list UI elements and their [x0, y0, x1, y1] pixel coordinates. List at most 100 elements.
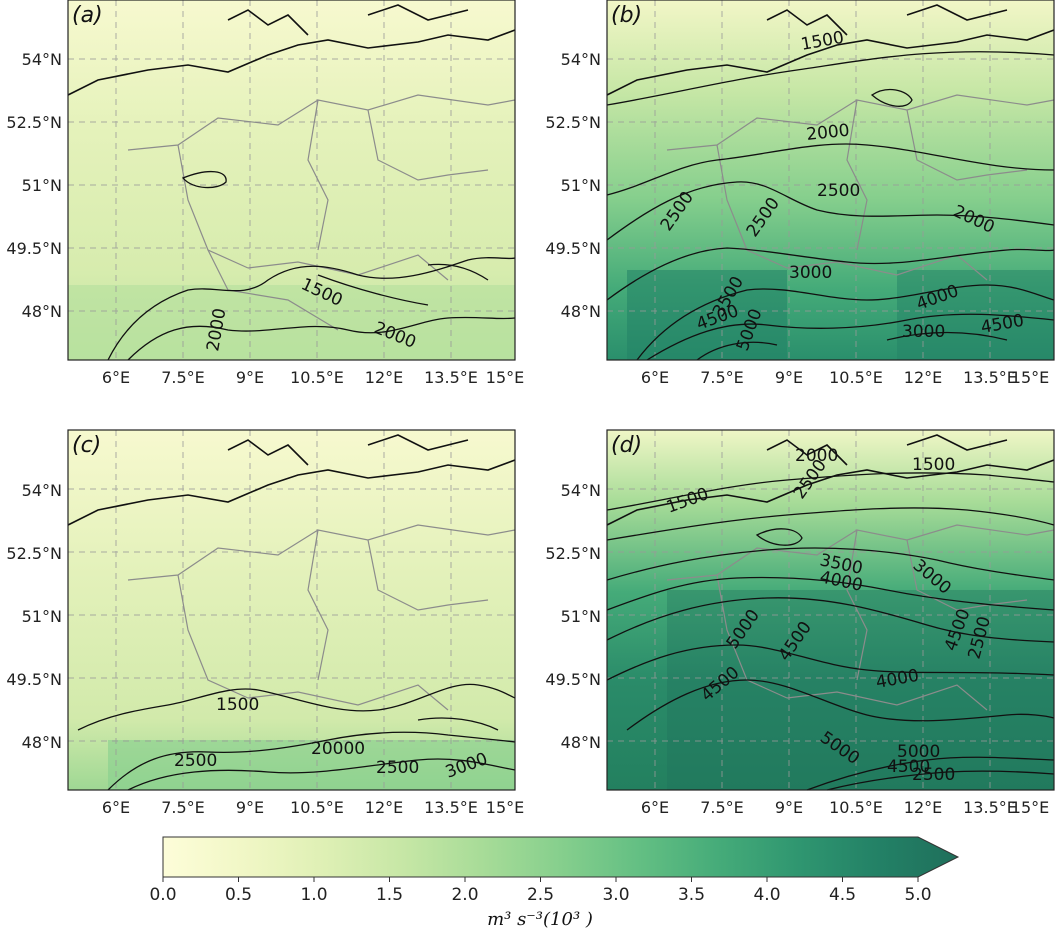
y-tick-label: 51°N	[22, 607, 62, 626]
colorbar-label: m³ s⁻³(10³ )	[487, 909, 593, 930]
panel-label: (a)	[72, 3, 103, 28]
y-tick-label: 52.5°N	[6, 544, 62, 563]
y-tick-label: 52.5°N	[545, 544, 601, 563]
contours	[107, 171, 516, 361]
panel-a-x-ticks: 6°E 7.5°E 9°E 10.5°E 12°E 13.5°E 15°E	[102, 368, 524, 387]
x-tick-label: 7.5°E	[161, 368, 205, 387]
contour-label: 3000	[902, 322, 945, 342]
x-tick-label: 13.5°E	[424, 798, 478, 817]
y-tick-label: 51°N	[561, 607, 601, 626]
colorbar-tick-label: 0.0	[149, 885, 176, 905]
colorbar-tick-label: 0.5	[225, 885, 252, 905]
map-frame	[67, 0, 516, 361]
map-field-core	[627, 270, 787, 360]
contour-label: 2000	[805, 121, 850, 145]
panel-d-y-ticks: 54°N 52.5°N 51°N 49.5°N 48°N	[545, 481, 601, 752]
contours	[606, 472, 1055, 791]
y-tick-label: 49.5°N	[6, 670, 62, 689]
colorbar-tick-label: 1.5	[376, 885, 403, 905]
panel-a: 1500 2000 2000 (a)	[67, 0, 516, 361]
x-tick-label: 7.5°E	[700, 368, 744, 387]
colorbar-tick-label: 5.0	[904, 885, 931, 905]
x-tick-label: 12°E	[365, 798, 403, 817]
x-tick-label: 13.5°E	[424, 368, 478, 387]
x-tick-label: 15°E	[486, 368, 524, 387]
borders	[666, 94, 1055, 281]
y-tick-label: 52.5°N	[6, 113, 62, 132]
contour-label: 1500	[216, 695, 259, 715]
panel-label: (c)	[72, 433, 101, 458]
panel-b-x-ticks: 6°E 7.5°E 9°E 10.5°E 12°E 13.5°E 15°E	[641, 368, 1049, 387]
y-tick-label: 54°N	[22, 481, 62, 500]
panel-d: 2000 1500 2500 1500 3500 4000 3000 5000 …	[606, 429, 1055, 791]
x-tick-label: 10.5°E	[290, 798, 344, 817]
contour-label: 3000	[789, 263, 832, 283]
x-tick-label: 7.5°E	[161, 798, 205, 817]
y-tick-label: 49.5°N	[6, 239, 62, 258]
panel-c: 1500 2500 20000 2500 3000 (c)	[67, 429, 516, 791]
map-field-core	[897, 270, 1054, 360]
y-tick-label: 52.5°N	[545, 113, 601, 132]
contour-label: 2500	[376, 758, 419, 778]
x-tick-label: 9°E	[775, 368, 803, 387]
x-tick-label: 9°E	[775, 798, 803, 817]
panel-b: 1500 2000 2500 2500 2500 2000 3000 4000 …	[606, 0, 1055, 361]
map-frame	[606, 429, 1055, 791]
map-field-core	[667, 590, 1054, 790]
x-tick-label: 6°E	[641, 368, 669, 387]
panel-a-y-ticks: 54°N 52.5°N 51°N 49.5°N 48°N	[6, 50, 62, 321]
x-tick-label: 10.5°E	[829, 368, 883, 387]
x-tick-label: 6°E	[102, 368, 130, 387]
colorbar-tick-label: 4.0	[753, 885, 780, 905]
gridlines	[68, 0, 515, 360]
x-tick-label: 12°E	[904, 798, 942, 817]
x-tick-label: 7.5°E	[700, 798, 744, 817]
y-tick-label: 48°N	[561, 733, 601, 752]
y-tick-label: 49.5°N	[545, 670, 601, 689]
y-tick-label: 54°N	[22, 50, 62, 69]
contour-label: 5000	[897, 742, 940, 762]
coastline	[67, 434, 516, 526]
colorbar-tick-labels: 0.0 0.5 1.0 1.5 2.0 2.5 3.0 3.5 4.0 4.5 …	[149, 885, 931, 905]
x-tick-label: 9°E	[236, 798, 264, 817]
map-frame	[67, 429, 516, 791]
x-tick-label: 9°E	[236, 368, 264, 387]
contour-label: 2500	[912, 765, 955, 785]
colorbar-tick-label: 3.0	[602, 885, 629, 905]
panel-d-x-ticks: 6°E 7.5°E 9°E 10.5°E 12°E 13.5°E 15°E	[641, 798, 1049, 817]
x-tick-label: 13.5°E	[963, 368, 1017, 387]
coastline	[67, 4, 516, 96]
colorbar-ticks	[162, 877, 919, 882]
y-tick-label: 49.5°N	[545, 239, 601, 258]
coastline	[606, 434, 1055, 526]
contour-label: 2500	[174, 751, 217, 771]
x-tick-label: 13.5°E	[963, 798, 1017, 817]
x-tick-label: 15°E	[1011, 368, 1049, 387]
colorbar-tick-label: 2.0	[451, 885, 478, 905]
x-tick-label: 15°E	[486, 798, 524, 817]
x-tick-label: 12°E	[904, 368, 942, 387]
map-field	[68, 430, 515, 790]
panel-label: (b)	[611, 3, 642, 28]
x-tick-label: 15°E	[1011, 798, 1049, 817]
x-tick-label: 10.5°E	[829, 798, 883, 817]
colorbar-tick-label: 2.5	[527, 885, 554, 905]
map-field-south	[108, 740, 515, 790]
y-tick-label: 51°N	[561, 176, 601, 195]
colorbar-tick-label: 3.5	[678, 885, 705, 905]
panel-b-y-ticks: 54°N 52.5°N 51°N 49.5°N 48°N	[545, 50, 601, 321]
coastline	[606, 4, 1055, 96]
contour-label: 2000	[795, 446, 838, 466]
map-frame	[606, 0, 1055, 361]
colorbar-tick-label: 1.0	[300, 885, 327, 905]
x-tick-label: 12°E	[365, 368, 403, 387]
panel-c-x-ticks: 6°E 7.5°E 9°E 10.5°E 12°E 13.5°E 15°E	[102, 798, 524, 817]
contour-label: 20000	[311, 739, 365, 759]
y-tick-label: 48°N	[22, 302, 62, 321]
y-tick-label: 48°N	[22, 733, 62, 752]
y-tick-label: 51°N	[22, 176, 62, 195]
contour-label: 2500	[817, 181, 860, 201]
contours	[606, 51, 1055, 361]
x-tick-label: 10.5°E	[290, 368, 344, 387]
